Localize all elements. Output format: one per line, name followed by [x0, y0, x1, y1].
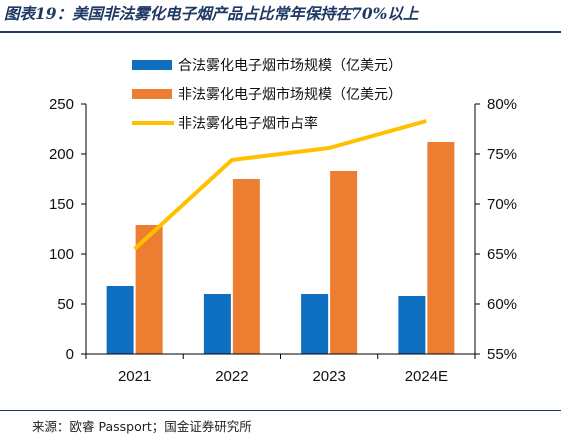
- tick-label-right: 65%: [487, 246, 517, 263]
- tick-label-left: 250: [49, 96, 74, 113]
- tick-label-right: 70%: [487, 196, 517, 213]
- chart-title: 图表19：美国非法雾化电子烟产品占比常年保持在70%以上: [4, 4, 419, 23]
- line-share: [133, 119, 427, 251]
- category-label-2024E: 2024E: [405, 368, 448, 385]
- tick-label-left: 50: [57, 296, 74, 313]
- bar-legal-2021: [106, 286, 134, 354]
- tick-label-left: 100: [49, 246, 74, 263]
- legend-label-legal: 合法雾化电子烟市场规模（亿美元）: [178, 58, 402, 74]
- tick-label-right: 80%: [487, 96, 517, 113]
- tick-label-right: 60%: [487, 296, 517, 313]
- bar-illegal-2023: [330, 171, 358, 354]
- category-label-2021: 2021: [118, 368, 151, 385]
- tick-label-left: 200: [49, 146, 74, 163]
- category-label-2023: 2023: [312, 368, 345, 385]
- combo-chart: 0 50 100 150 200 250 55% 60% 65% 70% 75% 80% 2021 202…: [49, 96, 517, 385]
- tick-label-right: 75%: [487, 146, 517, 163]
- bar-illegal-2024E: [427, 142, 455, 354]
- tick-label-right: 55%: [487, 346, 517, 363]
- legend-swatch-illegal: [132, 89, 172, 99]
- bar-legal-2023: [301, 294, 329, 354]
- legend-swatch-share: [132, 121, 174, 125]
- legend-label-share: 非法雾化电子烟市占率: [178, 116, 318, 132]
- footer-divider: [0, 410, 561, 411]
- legend-label-illegal: 非法雾化电子烟市场规模（亿美元）: [178, 87, 402, 103]
- bar-illegal-2022: [232, 179, 260, 354]
- category-label-2022: 2022: [215, 368, 248, 385]
- legend-swatch-legal: [132, 60, 172, 70]
- tick-label-left: 150: [49, 196, 74, 213]
- bar-legal-2022: [203, 294, 231, 354]
- source-note: 来源：欧睿 Passport；国金证券研究所: [32, 419, 252, 434]
- tick-label-left: 0: [66, 346, 74, 363]
- bar-legal-2024E: [398, 296, 426, 354]
- title-divider: [0, 31, 561, 33]
